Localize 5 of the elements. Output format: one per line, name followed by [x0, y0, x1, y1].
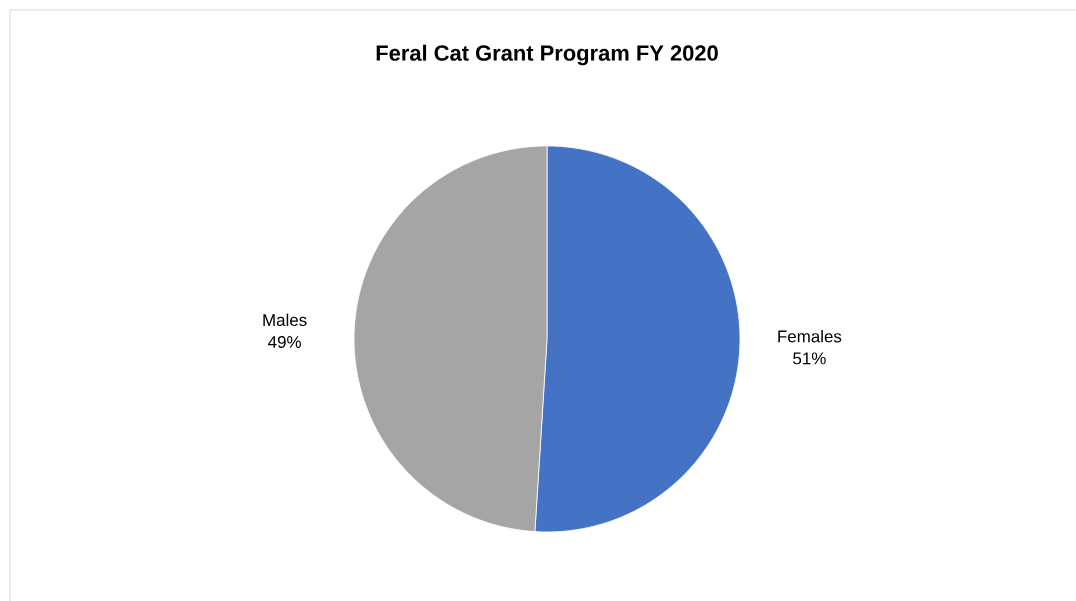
- data-label: 51%: [793, 352, 826, 365]
- data-label: 49%: [268, 335, 301, 348]
- slice-label: Females: [778, 330, 842, 343]
- slice-label: Males: [263, 313, 307, 327]
- chart-title: Feral Cat Grant Program FY 2020: [376, 44, 718, 66]
